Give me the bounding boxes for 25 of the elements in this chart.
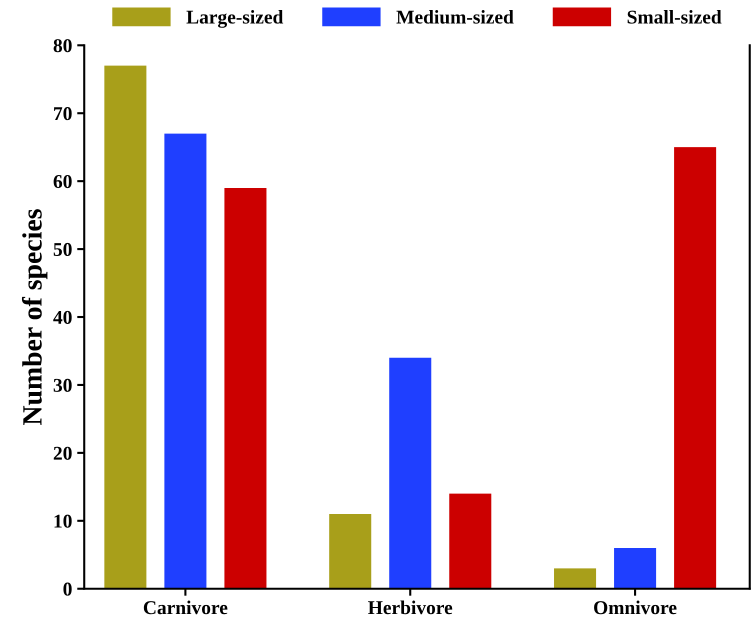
- x-tick-label: Omnivore: [594, 600, 677, 614]
- bar: [224, 188, 266, 589]
- y-tick-label: 0: [63, 582, 72, 596]
- legend-label: Medium-sized: [396, 10, 514, 24]
- legend-label: Large-sized: [186, 10, 284, 28]
- bar: [554, 568, 596, 589]
- y-tick-label: 50: [54, 242, 72, 256]
- bar: [104, 66, 146, 589]
- y-tick-label: 20: [54, 446, 72, 460]
- y-tick-label: 80: [54, 39, 72, 52]
- bar: [164, 134, 206, 589]
- y-tick-label: 40: [53, 310, 72, 324]
- y-tick-label: 60: [54, 174, 72, 188]
- bar: [389, 358, 432, 589]
- y-tick-label: 10: [54, 514, 72, 528]
- y-axis-title: Number of species: [22, 209, 48, 426]
- x-tick-label: Carnivore: [144, 600, 228, 614]
- bar: [449, 494, 492, 589]
- x-tick-label: Herbivore: [368, 600, 452, 614]
- bar: [329, 514, 372, 589]
- y-tick-label: 70: [54, 107, 72, 120]
- y-tick-label: 30: [54, 378, 72, 392]
- bar: [674, 147, 716, 589]
- bar: [614, 548, 656, 589]
- legend-label: Small-sized: [628, 10, 722, 24]
